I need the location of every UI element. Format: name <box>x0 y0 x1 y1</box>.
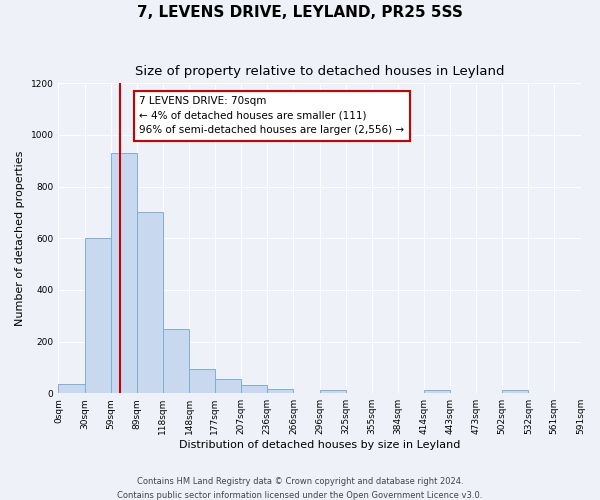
Bar <box>502 390 529 393</box>
Bar <box>320 390 346 393</box>
X-axis label: Distribution of detached houses by size in Leyland: Distribution of detached houses by size … <box>179 440 460 450</box>
Bar <box>85 238 110 393</box>
Title: Size of property relative to detached houses in Leyland: Size of property relative to detached ho… <box>135 65 504 78</box>
Bar <box>267 388 293 393</box>
Y-axis label: Number of detached properties: Number of detached properties <box>15 150 25 326</box>
Bar <box>424 390 450 393</box>
Text: 7 LEVENS DRIVE: 70sqm
← 4% of detached houses are smaller (111)
96% of semi-deta: 7 LEVENS DRIVE: 70sqm ← 4% of detached h… <box>139 96 404 136</box>
Bar <box>189 368 215 393</box>
Bar <box>163 329 189 393</box>
Bar <box>137 212 163 393</box>
Text: Contains HM Land Registry data © Crown copyright and database right 2024.
Contai: Contains HM Land Registry data © Crown c… <box>118 478 482 500</box>
Bar <box>58 384 85 393</box>
Bar <box>241 385 267 393</box>
Bar <box>215 379 241 393</box>
Text: 7, LEVENS DRIVE, LEYLAND, PR25 5SS: 7, LEVENS DRIVE, LEYLAND, PR25 5SS <box>137 5 463 20</box>
Bar <box>110 153 137 393</box>
